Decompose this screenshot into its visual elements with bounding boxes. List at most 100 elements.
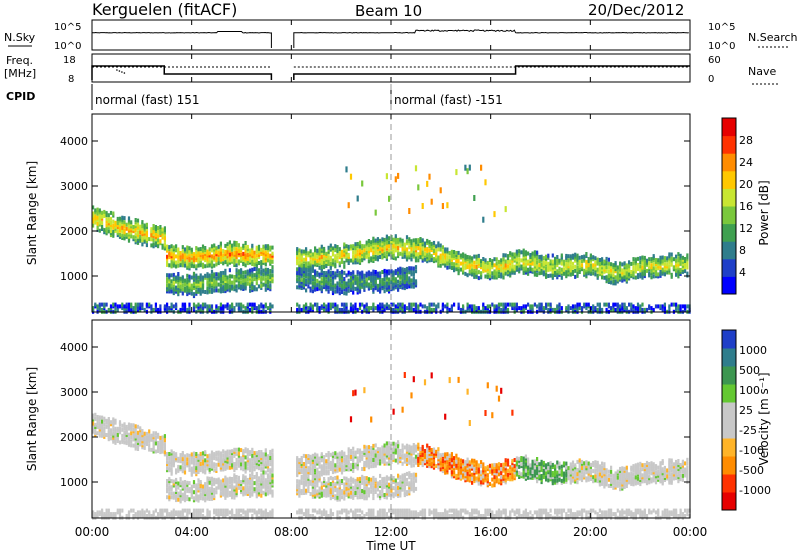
echo-cell	[201, 490, 205, 495]
echo-cell	[316, 493, 319, 498]
echo-cell	[374, 276, 377, 281]
echo-cell	[444, 247, 447, 252]
echo-cell	[105, 219, 108, 224]
echo-cell	[325, 279, 328, 284]
ground-scatter-cell	[240, 508, 243, 513]
ground-scatter-cell	[605, 302, 608, 307]
echo-cell	[372, 269, 375, 274]
echo-cell	[154, 241, 157, 246]
echo-cell	[399, 266, 402, 271]
echo-cell	[195, 273, 198, 278]
echo-cell	[298, 260, 301, 265]
echo-cell	[163, 444, 166, 449]
ground-scatter-cell	[199, 514, 202, 518]
echo-cell	[296, 468, 299, 473]
ground-scatter-cell	[316, 302, 319, 307]
ground-scatter-cell	[336, 510, 339, 515]
echo-cell	[112, 211, 115, 216]
echo-cell	[249, 450, 252, 455]
echo-cell	[331, 466, 335, 470]
echo-cell	[367, 259, 370, 264]
echo-cell	[195, 281, 198, 286]
echo-cell	[249, 268, 252, 273]
nsky-tick-low: 10^0	[54, 41, 81, 52]
echo-cell	[569, 256, 572, 261]
echo-cell	[101, 431, 104, 436]
ground-scatter-cell	[598, 302, 601, 307]
echo-cell	[654, 266, 658, 271]
echo-cell	[547, 261, 550, 266]
ground-scatter-cell	[410, 302, 413, 307]
echo-cell	[504, 265, 507, 270]
echo-cell	[231, 253, 234, 258]
echo-cell	[109, 229, 113, 234]
echo-cell	[231, 247, 234, 252]
echo-cell	[206, 257, 209, 262]
echo-cell	[195, 452, 198, 456]
ground-scatter-cell	[578, 302, 581, 307]
echo-cell	[641, 271, 644, 276]
echo-cell	[401, 283, 404, 288]
echo-cell	[96, 217, 99, 222]
ground-scatter-cell	[181, 514, 184, 518]
echo-cell	[320, 269, 323, 273]
echo-cell	[195, 264, 198, 269]
echo-cell	[347, 288, 350, 293]
ground-scatter-cell	[408, 306, 411, 311]
echo-cell	[257, 476, 261, 481]
echo-cell	[240, 448, 243, 453]
echo-cell	[307, 480, 310, 485]
echo-cell	[240, 246, 243, 251]
ground-scatter-cell	[244, 510, 247, 515]
echo-cell	[266, 464, 270, 469]
echo-cell	[567, 266, 570, 271]
ground-scatter-cell	[417, 304, 420, 309]
echo-cell	[343, 244, 346, 249]
echo-cell	[134, 232, 137, 237]
echo-cell	[314, 269, 317, 274]
echo-cell	[257, 454, 261, 458]
echo-cell	[536, 260, 539, 265]
echo-cell	[190, 291, 193, 296]
echo-cell	[123, 436, 126, 441]
echo-cell	[112, 419, 115, 424]
echo-cell	[383, 271, 386, 275]
echo-cell	[112, 223, 115, 228]
echo-cell	[305, 278, 308, 283]
echo-cell	[462, 268, 465, 273]
ground-scatter-cell	[96, 304, 99, 309]
echo-cell	[134, 434, 137, 439]
echo-cell	[650, 275, 653, 280]
ground-scatter-cell	[374, 306, 377, 311]
echo-cell	[204, 482, 207, 487]
echo-cell	[139, 234, 142, 239]
echo-cell	[340, 249, 344, 254]
echo-cell	[262, 282, 265, 287]
ground-scatter-cell	[343, 302, 346, 307]
echo-cell	[336, 456, 339, 461]
echo-cell	[222, 457, 225, 462]
echo-cell	[192, 252, 196, 257]
echo-cell	[480, 271, 483, 276]
echo-cell	[414, 244, 418, 249]
echo-cell	[125, 232, 128, 237]
echo-cell	[311, 482, 314, 487]
echo-cell	[166, 279, 169, 284]
echo-cell	[486, 275, 489, 280]
echo-cell	[686, 265, 689, 270]
echo-cell	[426, 238, 429, 243]
echo-cell	[421, 242, 424, 247]
ground-scatter-cell	[107, 307, 110, 312]
echo-cell	[358, 277, 362, 282]
echo-cell	[336, 487, 339, 492]
echo-cell	[231, 280, 234, 285]
echo-cell	[98, 433, 101, 438]
ground-scatter-cell	[139, 514, 142, 518]
echo-cell	[614, 279, 617, 284]
echo-cell	[614, 275, 617, 280]
echo-cell	[181, 291, 184, 296]
echo-cell	[210, 460, 214, 465]
echo-cell	[125, 424, 128, 429]
echo-cell	[383, 237, 386, 242]
echo-cell	[161, 441, 164, 446]
